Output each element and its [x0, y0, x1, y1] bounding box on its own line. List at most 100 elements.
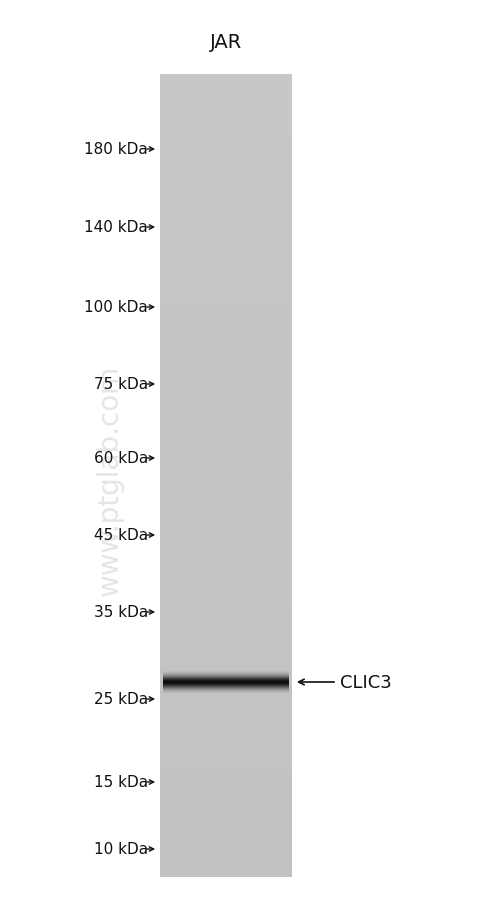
Bar	[160, 757, 292, 765]
Bar	[160, 484, 292, 492]
Bar	[160, 308, 292, 316]
Text: 45 kDa: 45 kDa	[94, 528, 148, 543]
Bar	[160, 388, 292, 396]
Bar	[160, 283, 292, 291]
Bar	[160, 252, 292, 260]
Bar	[160, 203, 292, 211]
Bar	[160, 340, 292, 347]
Bar	[160, 460, 292, 468]
Bar	[160, 773, 292, 781]
Bar	[160, 227, 292, 235]
Bar	[160, 837, 292, 845]
Bar	[160, 171, 292, 179]
Bar	[160, 557, 292, 565]
Bar	[160, 163, 292, 171]
Bar	[160, 91, 292, 99]
Bar	[160, 765, 292, 773]
Bar	[160, 347, 292, 355]
Bar	[160, 211, 292, 219]
Bar	[160, 355, 292, 364]
Bar	[160, 869, 292, 877]
Text: 60 kDa: 60 kDa	[94, 451, 148, 466]
Bar	[160, 155, 292, 163]
Bar	[160, 291, 292, 299]
Text: www.ptglab.com: www.ptglab.com	[96, 364, 124, 595]
Bar	[160, 565, 292, 572]
Bar	[160, 548, 292, 557]
Bar	[160, 524, 292, 532]
Bar	[160, 139, 292, 147]
Bar	[160, 275, 292, 283]
Bar	[160, 324, 292, 332]
Bar	[160, 732, 292, 741]
Bar	[160, 75, 292, 877]
Bar	[160, 372, 292, 380]
Bar	[160, 660, 292, 668]
Bar	[160, 468, 292, 476]
Text: CLIC3: CLIC3	[340, 673, 392, 691]
Bar	[160, 444, 292, 452]
Bar	[160, 644, 292, 652]
Text: 10 kDa: 10 kDa	[94, 842, 148, 857]
Bar	[160, 188, 292, 195]
Bar	[160, 629, 292, 637]
Bar	[160, 805, 292, 813]
Bar	[160, 508, 292, 516]
Text: JAR: JAR	[210, 33, 242, 52]
Bar	[160, 741, 292, 749]
Bar	[160, 788, 292, 796]
Bar	[160, 428, 292, 436]
Bar	[160, 419, 292, 428]
Text: 180 kDa: 180 kDa	[84, 143, 148, 157]
Bar	[160, 299, 292, 308]
Bar	[160, 716, 292, 724]
Bar	[160, 123, 292, 131]
Bar	[160, 316, 292, 324]
Bar	[160, 821, 292, 829]
Bar	[160, 540, 292, 548]
Bar	[160, 781, 292, 788]
Text: 15 kDa: 15 kDa	[94, 775, 148, 789]
Bar	[160, 260, 292, 267]
Bar	[160, 516, 292, 524]
Bar	[160, 572, 292, 580]
Bar	[160, 267, 292, 275]
Bar	[160, 580, 292, 588]
Bar	[160, 492, 292, 500]
Text: 35 kDa: 35 kDa	[94, 605, 148, 620]
Bar	[160, 621, 292, 629]
Bar	[160, 612, 292, 621]
Bar	[160, 588, 292, 596]
Bar	[160, 179, 292, 188]
Text: 75 kDa: 75 kDa	[94, 377, 148, 392]
Bar	[160, 813, 292, 821]
Bar	[160, 701, 292, 709]
Bar	[160, 604, 292, 612]
Bar	[160, 709, 292, 716]
Bar	[160, 244, 292, 252]
Bar	[160, 845, 292, 853]
Bar	[160, 452, 292, 460]
Bar	[160, 235, 292, 244]
Bar	[160, 693, 292, 701]
Bar	[160, 829, 292, 837]
Bar	[160, 668, 292, 676]
Bar	[160, 861, 292, 869]
Bar	[160, 596, 292, 604]
Bar	[160, 749, 292, 757]
Bar	[160, 532, 292, 540]
Bar	[160, 476, 292, 484]
Bar	[160, 83, 292, 91]
Text: 100 kDa: 100 kDa	[84, 300, 148, 315]
Bar	[160, 131, 292, 139]
Bar	[160, 853, 292, 861]
Bar	[160, 676, 292, 685]
Bar	[160, 75, 292, 83]
Bar	[160, 107, 292, 115]
Bar	[160, 115, 292, 123]
Bar	[160, 412, 292, 419]
Bar	[160, 364, 292, 372]
Bar	[160, 147, 292, 155]
Bar	[160, 724, 292, 732]
Bar	[160, 500, 292, 508]
